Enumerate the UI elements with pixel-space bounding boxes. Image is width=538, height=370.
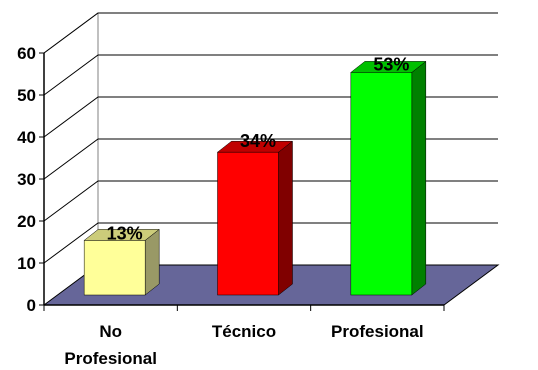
bar <box>83 240 146 296</box>
y-axis-ticks: 0 10 20 30 40 50 60 <box>17 44 36 315</box>
gridlines <box>43 12 498 264</box>
bar <box>217 151 279 296</box>
y-tick-label: 50 <box>17 86 36 105</box>
bar-side <box>144 228 160 296</box>
y-tick-label: 30 <box>17 170 36 189</box>
bars <box>83 60 427 296</box>
axes <box>39 52 445 311</box>
gridline <box>43 12 498 54</box>
y-tick-label: 10 <box>17 254 36 273</box>
data-label: 53% <box>373 54 409 74</box>
y-tick-label: 60 <box>17 44 36 63</box>
x-axis-categories: No Profesional Técnico Profesional <box>64 322 423 368</box>
data-labels: 13% 34% 53% <box>107 54 410 243</box>
y-tick-label: 0 <box>27 296 36 315</box>
bar <box>350 72 413 296</box>
data-label: 13% <box>107 223 143 243</box>
bar-side <box>411 60 427 296</box>
category-label: No <box>99 322 122 341</box>
gridline <box>43 54 498 96</box>
category-label: Profesional <box>64 349 157 368</box>
y-tick-label: 20 <box>17 212 36 231</box>
data-label: 34% <box>240 131 276 151</box>
y-tick-label: 40 <box>17 128 36 147</box>
category-label: Técnico <box>212 322 276 341</box>
bar-side <box>278 140 293 296</box>
category-label: Profesional <box>331 322 424 341</box>
